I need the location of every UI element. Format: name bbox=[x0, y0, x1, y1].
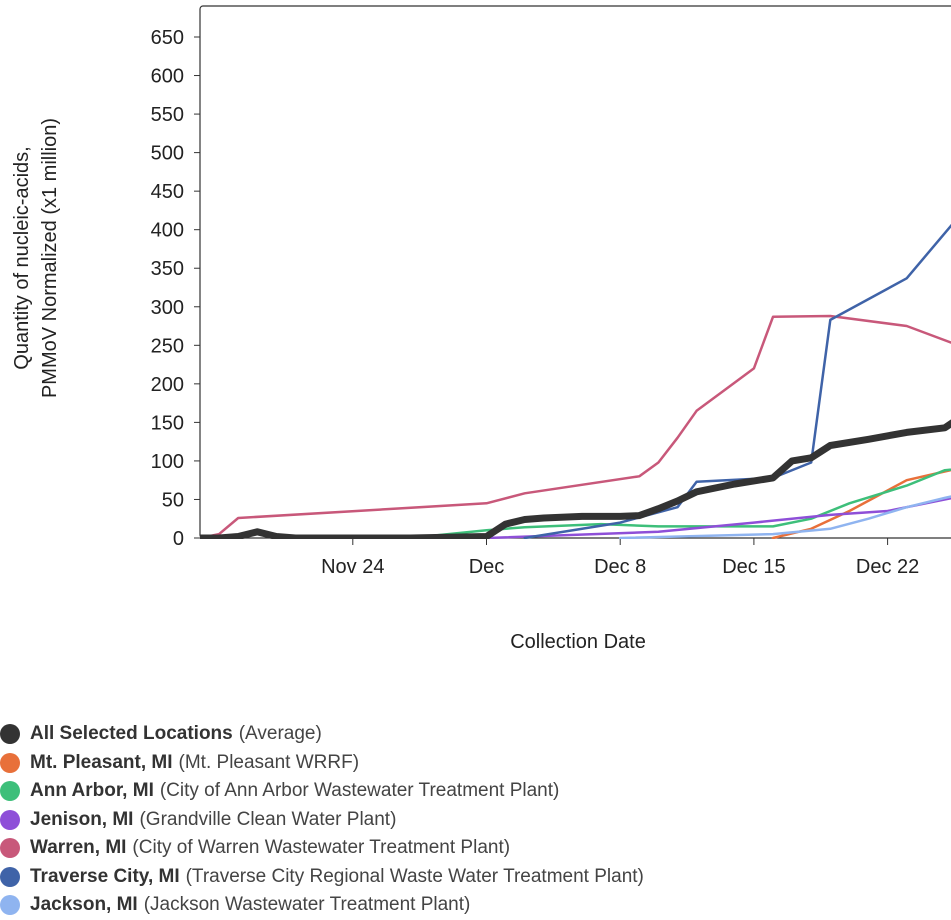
y-tick-label: 450 bbox=[151, 181, 184, 203]
legend-item[interactable]: All Selected Locations (Average) bbox=[0, 720, 951, 749]
y-tick-label: 400 bbox=[151, 220, 184, 242]
y-tick-label: 200 bbox=[151, 374, 184, 396]
legend-swatch-icon bbox=[0, 753, 20, 773]
legend-swatch-icon bbox=[0, 838, 20, 858]
legend-swatch-icon bbox=[0, 895, 20, 915]
y-tick-label: 250 bbox=[151, 335, 184, 357]
legend-item[interactable]: Ann Arbor, MI (City of Ann Arbor Wastewat… bbox=[0, 777, 951, 806]
legend-name: Ann Arbor, MI bbox=[30, 780, 154, 802]
y-axis-title-line: PMMoV Normalized (x1 million) bbox=[39, 118, 61, 398]
legend-detail: (Average) bbox=[239, 723, 322, 745]
legend-swatch-icon bbox=[0, 810, 20, 830]
series-line bbox=[487, 488, 951, 538]
series-line bbox=[200, 415, 951, 538]
legend-name: Traverse City, MI bbox=[30, 866, 180, 888]
x-axis-title: Collection Date bbox=[510, 631, 646, 653]
y-axis-title: Quantity of nucleic-acids, PMMoV Normaliz… bbox=[11, 118, 61, 398]
legend-name: All Selected Locations bbox=[30, 723, 233, 745]
legend-detail: (City of Warren Wastewater Treatment Pla… bbox=[132, 837, 510, 859]
legend-detail: (Mt. Pleasant WRRF) bbox=[179, 752, 360, 774]
x-tick-label: Dec bbox=[469, 556, 505, 578]
x-tick-label: Nov 24 bbox=[321, 556, 384, 578]
y-tick-label: 600 bbox=[151, 66, 184, 88]
series-lines bbox=[200, 60, 951, 538]
y-tick-label: 150 bbox=[151, 412, 184, 434]
legend-swatch-icon bbox=[0, 867, 20, 887]
legend-detail: (City of Ann Arbor Wastewater Treatment … bbox=[160, 780, 560, 802]
legend-name: Warren, MI bbox=[30, 837, 126, 859]
legend-name: Mt. Pleasant, MI bbox=[30, 752, 173, 774]
y-tick-label: 0 bbox=[173, 528, 184, 550]
legend-swatch-icon bbox=[0, 724, 20, 744]
chart-svg: 0 50 100 150 200 250 300 350 400 450 500 550 600 650 N… bbox=[0, 0, 951, 660]
legend-item[interactable]: Traverse City, MI (Traverse City Regional… bbox=[0, 863, 951, 892]
y-tick-label: 500 bbox=[151, 143, 184, 165]
legend-detail: (Traverse City Regional Waste Water Trea… bbox=[186, 866, 644, 888]
legend-item[interactable]: Mt. Pleasant, MI (Mt. Pleasant WRRF) bbox=[0, 749, 951, 778]
legend: All Selected Locations (Average) Mt. Pleas… bbox=[0, 720, 951, 920]
y-tick-label: 100 bbox=[151, 451, 184, 473]
series-line bbox=[525, 60, 951, 538]
y-tick-label: 350 bbox=[151, 258, 184, 280]
legend-detail: (Grandville Clean Water Plant) bbox=[139, 809, 396, 831]
y-tick-label: 300 bbox=[151, 297, 184, 319]
x-tick-label: Dec 22 bbox=[856, 556, 919, 578]
y-tick-label: 550 bbox=[151, 104, 184, 126]
legend-item[interactable]: Jenison, MI (Grandville Clean Water Plant… bbox=[0, 806, 951, 835]
y-tick-label: 650 bbox=[151, 27, 184, 49]
legend-name: Jenison, MI bbox=[30, 809, 133, 831]
x-tick-label: Dec 8 bbox=[594, 556, 646, 578]
legend-item[interactable]: Jackson, MI (Jackson Wastewater Treatment… bbox=[0, 891, 951, 920]
x-tick-label: Dec 15 bbox=[722, 556, 785, 578]
legend-name: Jackson, MI bbox=[30, 894, 138, 916]
legend-detail: (Jackson Wastewater Treatment Plant) bbox=[144, 894, 471, 916]
series-line bbox=[200, 316, 951, 538]
legend-swatch-icon bbox=[0, 781, 20, 801]
chart: 0 50 100 150 200 250 300 350 400 450 500 550 600 650 N… bbox=[0, 0, 951, 660]
plot-frame bbox=[200, 6, 951, 538]
legend-item[interactable]: Warren, MI (City of Warren Wastewater Tre… bbox=[0, 834, 951, 863]
y-tick-label: 50 bbox=[162, 489, 184, 511]
y-axis-title-line: Quantity of nucleic-acids, bbox=[11, 146, 33, 369]
